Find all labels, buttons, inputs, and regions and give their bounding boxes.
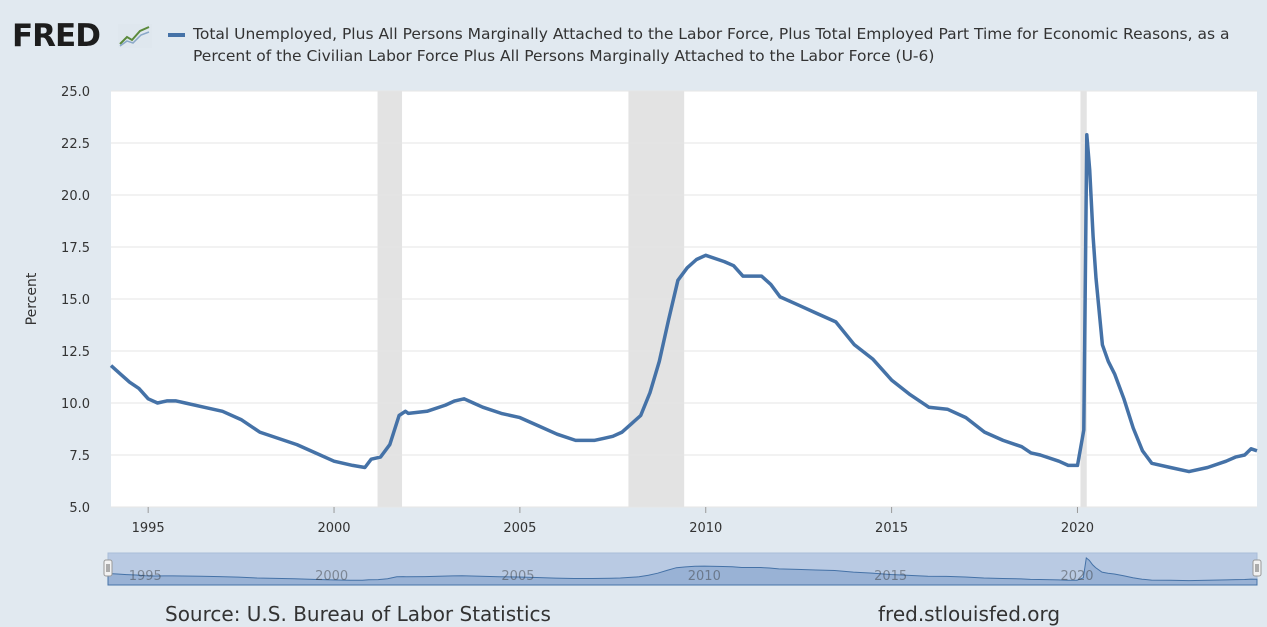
x-axis-ticks: 1995 2000 2005 2010 2015 2020 xyxy=(132,507,1094,536)
y-axis-label: Percent xyxy=(24,272,40,325)
x-tick-label: 2010 xyxy=(689,521,722,536)
y-tick-label: 25.0 xyxy=(61,85,90,100)
y-tick-label: 7.5 xyxy=(69,449,90,464)
y-tick-label: 17.5 xyxy=(61,241,90,256)
gridlines xyxy=(111,90,1257,508)
navigator-tick-label: 2020 xyxy=(1060,569,1093,584)
logo-graph-icon xyxy=(118,24,152,48)
navigator-tick-label: 2005 xyxy=(501,569,534,584)
x-tick-label: 2005 xyxy=(503,521,536,536)
fred-logo[interactable]: FRED xyxy=(12,18,101,54)
series-lines xyxy=(109,132,1258,474)
x-tick-label: 1995 xyxy=(132,521,165,536)
y-tick-label: 12.5 xyxy=(61,345,90,360)
range-navigator[interactable]: 1995 2000 2005 2010 2015 2020 xyxy=(103,552,1262,586)
source-url[interactable]: fred.stlouisfed.org xyxy=(878,602,1061,626)
y-tick-label: 5.0 xyxy=(69,501,90,516)
navigator-tick-label: 2010 xyxy=(688,569,721,584)
navigator-tick-label: 1995 xyxy=(129,569,162,584)
legend-swatch xyxy=(168,33,185,37)
series-line-0[interactable] xyxy=(109,132,1258,474)
y-tick-label: 22.5 xyxy=(61,137,90,152)
navigator-right-handle[interactable] xyxy=(1252,559,1262,577)
y-axis-ticks: 5.0 7.5 10.0 12.5 15.0 17.5 20.0 22.5 25.0 xyxy=(61,85,90,516)
navigator-tick-label: 2000 xyxy=(315,569,348,584)
source-credit: Source: U.S. Bureau of Labor Statistics xyxy=(165,602,551,626)
navigator-left-handle[interactable] xyxy=(103,559,113,577)
navigator-series xyxy=(107,556,1258,586)
x-tick-label: 2000 xyxy=(317,521,350,536)
y-tick-label: 15.0 xyxy=(61,293,90,308)
x-tick-label: 2015 xyxy=(875,521,908,536)
legend-label[interactable]: Total Unemployed, Plus All Persons Margi… xyxy=(193,25,1230,65)
navigator-tick-label: 2015 xyxy=(874,569,907,584)
x-tick-label: 2020 xyxy=(1061,521,1094,536)
y-tick-label: 10.0 xyxy=(61,397,90,412)
chart-header: FRED Total Unemployed, Plus All Persons … xyxy=(0,0,1267,80)
y-tick-label: 20.0 xyxy=(61,189,90,204)
